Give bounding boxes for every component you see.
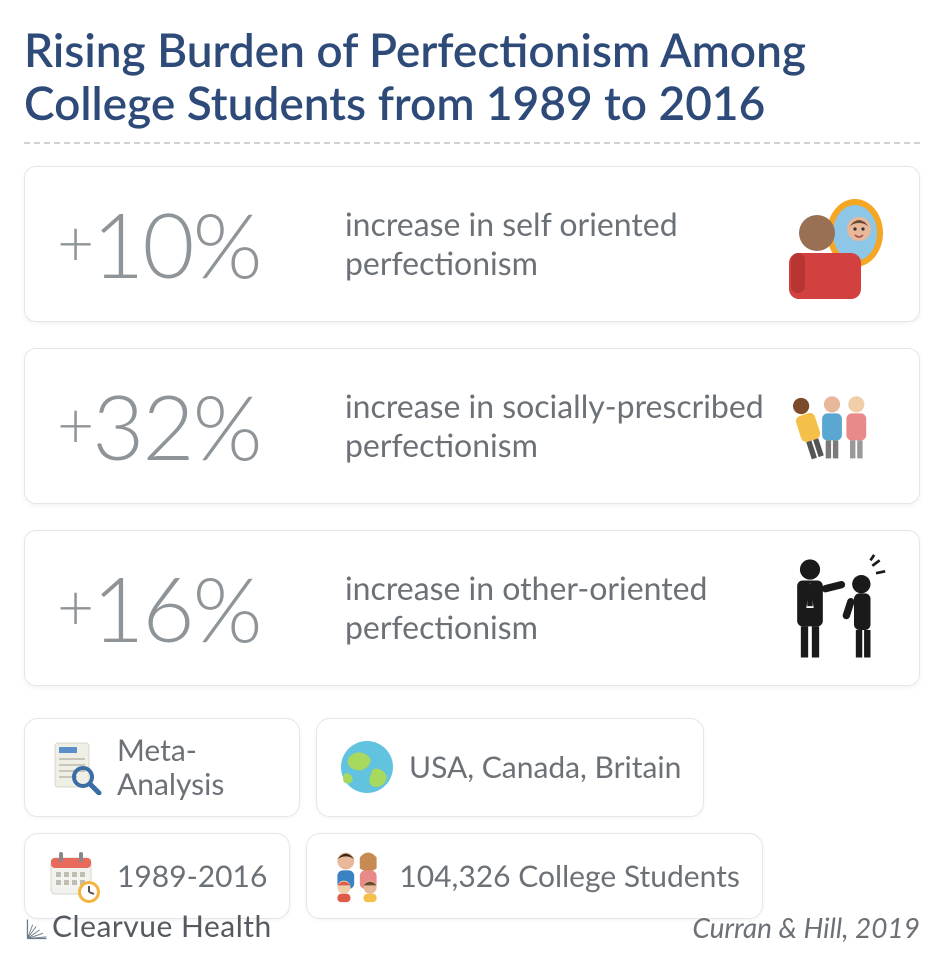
globe-icon (339, 739, 395, 795)
chip-label: USA, Canada, Britain (409, 750, 681, 785)
stat-value-text: 10% (92, 190, 261, 298)
stat-value: +16% (57, 563, 337, 653)
stat-value-text: 16% (92, 554, 261, 662)
logo-text: Clearvue Health (52, 908, 272, 944)
chip-label: 104,326 College Students (399, 859, 740, 894)
stat-card-self: +10% increase in self oriented perfectio… (24, 166, 920, 322)
chip-years: 1989-2016 (24, 833, 290, 919)
stat-card-social: +32% increase in socially-prescribed per… (24, 348, 920, 504)
stat-desc: increase in other-oriented perfectionism (337, 569, 777, 646)
footer: Clearvue Health Curran & Hill, 2019 (24, 908, 920, 944)
chip-method: Meta-Analysis (24, 718, 300, 817)
stat-card-other: +16% increase in other-oriented perfecti… (24, 530, 920, 686)
stat-value: +10% (57, 199, 337, 289)
chip-label: Meta-Analysis (117, 733, 277, 802)
chip-countries: USA, Canada, Britain (316, 718, 704, 817)
document-magnifier-icon (47, 739, 103, 795)
stat-desc: increase in self oriented perfectionism (337, 205, 777, 282)
chip-label: 1989-2016 (117, 859, 267, 894)
stat-value-text: 32% (92, 372, 261, 480)
mirror-person-icon (777, 189, 887, 299)
stat-desc: increase in socially-prescribed perfecti… (337, 387, 777, 464)
credit-text: Curran & Hill, 2019 (692, 910, 920, 944)
clearvue-logo: Clearvue Health (24, 908, 272, 944)
boss-scolding-icon (777, 553, 887, 663)
family-icon (329, 848, 385, 904)
page-title: Rising Burden of Perfectionism Among Col… (24, 24, 920, 144)
stat-value: +32% (57, 381, 337, 471)
meta-chips: Meta-Analysis USA, Canada, Britain (24, 718, 920, 919)
calendar-clock-icon (47, 848, 103, 904)
people-group-icon (777, 371, 887, 481)
chip-sample: 104,326 College Students (306, 833, 763, 919)
logo-mark-icon (24, 914, 50, 944)
